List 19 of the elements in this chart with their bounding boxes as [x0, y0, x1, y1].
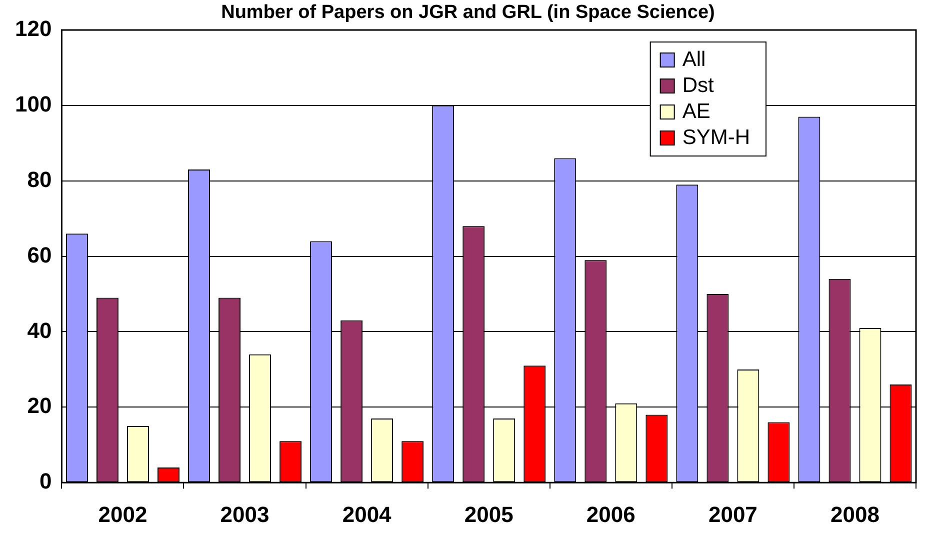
y-tick-label: 40 [27, 318, 52, 343]
x-tick-label: 2008 [830, 502, 880, 527]
y-tick-label: 120 [14, 16, 52, 42]
y-tick-label: 0 [39, 468, 52, 494]
x-tick-label: 2007 [708, 502, 758, 527]
legend-label: All [682, 48, 706, 71]
x-tick-label: 2006 [586, 502, 636, 527]
y-tick-label: 100 [14, 91, 52, 116]
y-tick-label: 80 [27, 166, 52, 192]
chart-title: Number of Papers on JGR and GRL (in Space Science) [221, 2, 715, 23]
legend-label: Dst [682, 74, 714, 97]
legend-label: SYM-H [682, 126, 750, 149]
x-tick-label: 2004 [342, 502, 392, 527]
x-tick-label: 2002 [98, 502, 148, 527]
y-tick-label: 20 [27, 393, 52, 418]
x-tick-label: 2003 [220, 502, 270, 527]
legend-label: AE [682, 100, 710, 123]
x-tick-label: 2005 [464, 502, 514, 527]
y-tick-label: 60 [27, 242, 52, 268]
